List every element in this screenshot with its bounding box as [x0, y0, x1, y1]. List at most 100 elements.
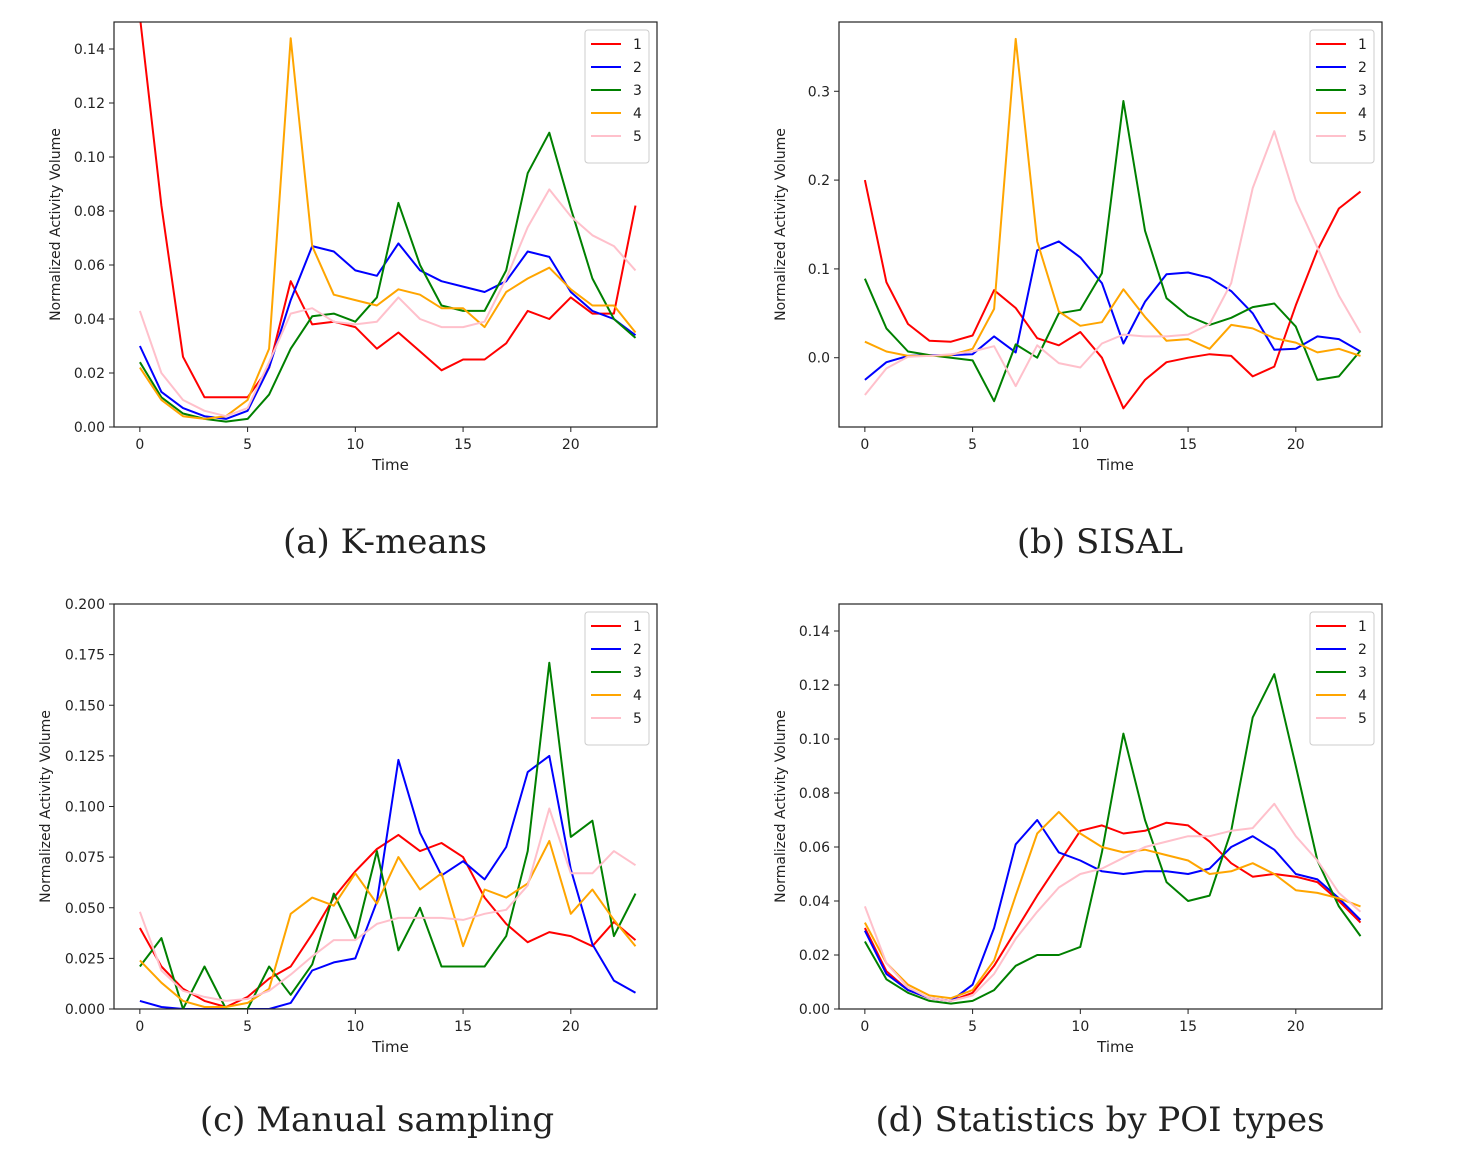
plot-lines	[863, 673, 1362, 1005]
y-tick-label: 0.2	[808, 173, 830, 189]
x-tick-label: 20	[1287, 437, 1305, 453]
axes-frame	[113, 603, 658, 1010]
y-tick-label: 0.000	[65, 1002, 105, 1018]
x-tick-label: 5	[243, 1019, 252, 1035]
series-line-5	[138, 807, 637, 1002]
x-tick-label: 5	[968, 437, 977, 453]
series-line-5	[864, 130, 1362, 396]
x-tick-label: 20	[562, 1019, 580, 1035]
y-tick-label: 0.06	[799, 840, 830, 856]
x-axis-label: Time	[371, 456, 409, 474]
y-tick-label: 0.08	[74, 204, 105, 220]
series-line-3	[139, 661, 637, 1009]
legend-label-2: 2	[633, 60, 642, 76]
x-axis-label: Time	[371, 1038, 409, 1056]
legend-label-5: 5	[1358, 129, 1367, 145]
series-line-2	[138, 242, 637, 420]
legend-label-3: 3	[1358, 83, 1367, 99]
caption-sisal: (b) SISAL	[1016, 522, 1184, 562]
y-tick-label: 0.0	[808, 351, 830, 367]
y-axis-label: Normalized Activity Volume	[48, 128, 64, 321]
y-axis-label: Normalized Activity Volume	[773, 710, 789, 903]
series-line-4	[139, 839, 637, 1008]
x-tick-label: 10	[346, 1019, 364, 1035]
x-tick-label: 5	[243, 437, 252, 453]
y-tick-label: 0.14	[799, 624, 830, 640]
y-tick-label: 0.10	[799, 732, 830, 748]
series-line-5	[138, 188, 637, 418]
y-tick-label: 0.00	[799, 1002, 830, 1018]
legend: 1 2 3 4 5	[1309, 29, 1375, 164]
x-tick-label: 15	[454, 437, 472, 453]
x-tick-label: 0	[860, 437, 869, 453]
series-line-3	[863, 100, 1362, 403]
x-axis-label: Time	[1096, 1038, 1134, 1056]
x-tick-label: 15	[454, 1019, 472, 1035]
panel-sisal: 0 5 10 15 20 0.0 0.1 0.2 0.3 Time Normalized Activ…	[725, 0, 1465, 578]
series-line-3	[864, 673, 1362, 1005]
series-line-4	[139, 37, 637, 420]
x-axis-label: Time	[1096, 456, 1134, 474]
caption-manual-sampling: (c) Manual sampling	[199, 1100, 555, 1140]
y-tick-label: 0.125	[65, 749, 105, 765]
x-tick-label: 20	[562, 437, 580, 453]
y-tick-label: 0.04	[799, 894, 830, 910]
plot-lines	[863, 37, 1362, 410]
y-tick-label: 0.150	[65, 698, 105, 714]
y-tick-label: 0.08	[799, 786, 830, 802]
y-tick-label: 0.02	[799, 948, 830, 964]
legend-label-5: 5	[633, 711, 642, 727]
x-tick-label: 10	[1071, 437, 1089, 453]
legend-box	[1309, 29, 1375, 164]
x-tick-label: 0	[135, 1019, 144, 1035]
legend-label-2: 2	[1358, 642, 1367, 658]
y-tick-label: 0.050	[65, 901, 105, 917]
y-axis-label: Normalized Activity Volume	[773, 128, 789, 321]
axes-frame	[838, 603, 1383, 1010]
series-line-2	[864, 240, 1361, 381]
x-tick-label: 10	[1071, 1019, 1089, 1035]
legend-label-1: 1	[1358, 619, 1367, 635]
axes-frame	[838, 21, 1383, 428]
x-tick-label: 10	[346, 437, 364, 453]
x-tick-label: 0	[135, 437, 144, 453]
legend-label-1: 1	[633, 37, 642, 53]
legend: 1 2 3 4 5	[584, 611, 650, 746]
series-line-4	[864, 810, 1361, 1000]
y-tick-label: 0.3	[808, 84, 830, 100]
y-tick-label: 0.04	[74, 312, 105, 328]
panel-manual-sampling: 0 5 10 15 20 0.000 0.025 0.050 0.075 0.100 0.125 0.…	[0, 582, 733, 1156]
legend-label-4: 4	[633, 106, 642, 122]
caption-k-means: (a) K-means	[283, 522, 487, 562]
legend-box	[1309, 611, 1375, 746]
y-tick-label: 0.12	[74, 96, 105, 112]
panel-k-means: 0 5 10 15 20 0.00 0.02 0.04 0.06 0.08 0.10 0.12 0.14…	[0, 0, 733, 578]
series-line-2	[139, 754, 636, 1009]
legend-label-3: 3	[633, 83, 642, 99]
x-tick-label: 15	[1179, 1019, 1197, 1035]
y-tick-label: 0.02	[74, 366, 105, 382]
y-tick-label: 0.12	[799, 678, 830, 694]
x-tick-label: 20	[1287, 1019, 1305, 1035]
series-line-4	[864, 37, 1361, 357]
legend-label-4: 4	[1358, 106, 1367, 122]
legend-label-5: 5	[1358, 711, 1367, 727]
chart-k-means: 0 5 10 15 200.000.020.040.060.080.100.120.14…	[48, 21, 658, 474]
plot-lines	[138, 661, 637, 1009]
axes-frame	[113, 21, 658, 428]
legend-label-3: 3	[1358, 665, 1367, 681]
series-line-1	[863, 179, 1362, 410]
y-tick-label: 0.14	[74, 42, 105, 58]
y-tick-label: 0.175	[65, 648, 105, 664]
legend-label-2: 2	[633, 642, 642, 658]
legend-label-4: 4	[633, 688, 642, 704]
legend-box	[584, 29, 650, 164]
x-tick-label: 5	[968, 1019, 977, 1035]
y-tick-label: 0.1	[808, 262, 830, 278]
chart-statistics-by-poi-types: 0 5 10 15 200.000.020.040.060.080.100.120.14…	[773, 603, 1383, 1056]
x-tick-label: 0	[860, 1019, 869, 1035]
panel-statistics-by-poi-types: 0 5 10 15 20 0.00 0.02 0.04 0.06 0.08 0.10 0.12 0.14…	[725, 582, 1465, 1156]
chart-manual-sampling: 0 5 10 15 200.0000.0250.0500.0750.1000.1250.…	[38, 597, 658, 1056]
y-tick-label: 0.06	[74, 258, 105, 274]
